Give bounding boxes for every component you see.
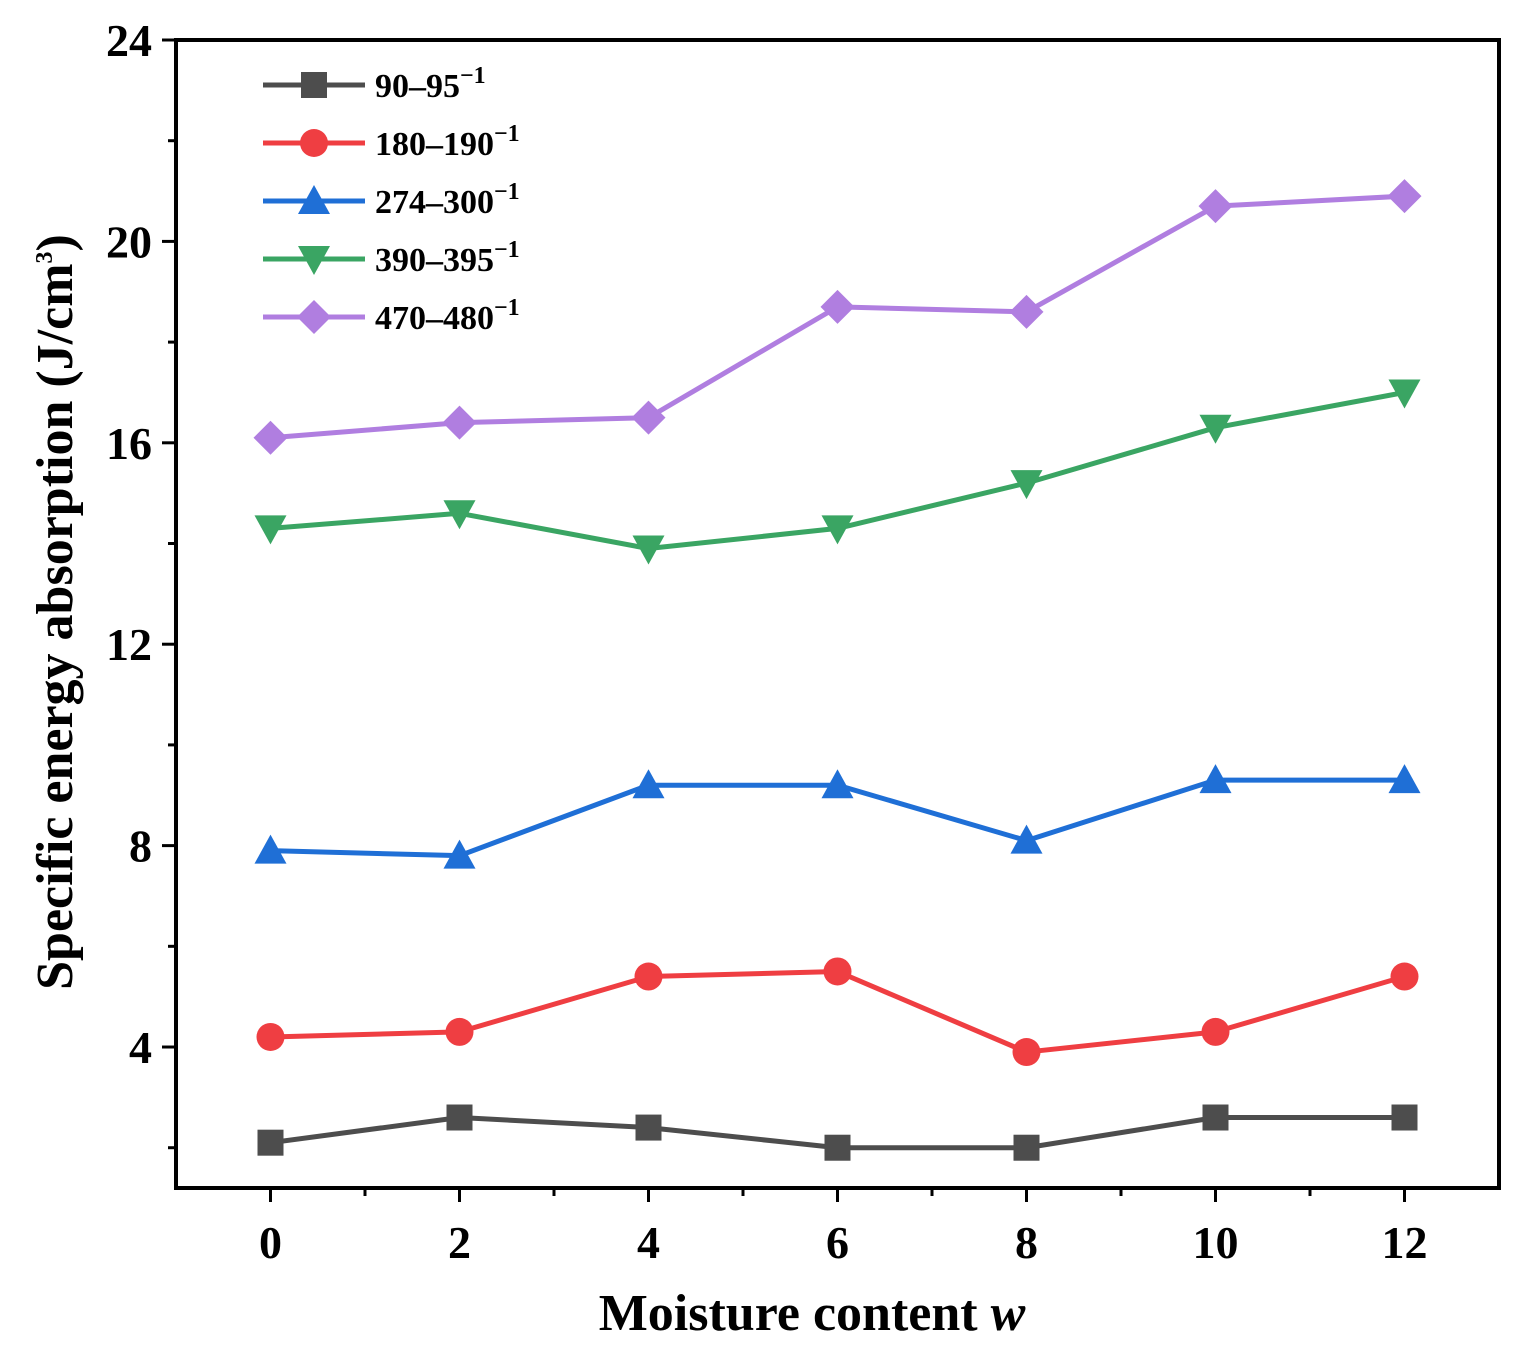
data-point xyxy=(257,1129,284,1156)
data-point xyxy=(253,420,288,455)
series-2 xyxy=(256,957,1419,1067)
data-point xyxy=(1013,1134,1040,1161)
data-point xyxy=(820,289,855,324)
data-point xyxy=(821,769,854,799)
legend-marker xyxy=(298,246,330,275)
legend-label: 180–190−1 xyxy=(375,121,520,163)
legend-label: 274–300−1 xyxy=(375,179,520,221)
data-point xyxy=(446,1104,473,1131)
legend-marker xyxy=(300,129,328,157)
data-point xyxy=(821,515,854,545)
legend-marker xyxy=(298,185,330,214)
data-point xyxy=(632,769,665,799)
data-point xyxy=(824,1134,851,1161)
data-point xyxy=(254,834,287,864)
y-tick-label: 20 xyxy=(106,216,152,267)
data-point xyxy=(1202,1104,1229,1131)
data-point xyxy=(1198,189,1233,224)
data-point xyxy=(254,515,287,545)
data-point xyxy=(1199,764,1232,794)
x-tick-label: 6 xyxy=(826,1217,849,1268)
legend: 90–95−1 180–190−1 274–300−1 390–395−1 470–48… xyxy=(263,63,520,337)
data-point xyxy=(1391,1104,1418,1131)
legend-item: 90–95−1 xyxy=(263,63,486,105)
data-point xyxy=(1388,764,1421,794)
data-point xyxy=(442,405,477,440)
data-point xyxy=(1009,294,1044,329)
legend-item: 470–480−1 xyxy=(263,295,520,337)
data-point xyxy=(1199,414,1232,444)
legend-marker xyxy=(297,300,331,334)
data-point xyxy=(634,962,663,991)
series-3 xyxy=(254,764,1421,869)
series-5 xyxy=(253,179,1422,455)
plot-frame xyxy=(174,38,1501,1190)
x-tick-label: 8 xyxy=(1015,1217,1038,1268)
y-axis-title: Specific energy absorption (J/cm3) xyxy=(27,234,84,990)
data-point xyxy=(1010,470,1043,500)
data-point xyxy=(256,1022,285,1051)
series-layer xyxy=(253,179,1422,1161)
legend-item: 274–300−1 xyxy=(263,179,520,221)
series-4 xyxy=(254,379,1421,565)
data-point xyxy=(443,500,476,530)
legend-item: 180–190−1 xyxy=(263,121,520,163)
data-point xyxy=(1388,379,1421,409)
y-tick-label: 12 xyxy=(106,619,152,670)
data-point xyxy=(632,535,665,565)
legend-label: 470–480−1 xyxy=(375,295,520,337)
data-point xyxy=(1012,1038,1041,1067)
legend-item: 390–395−1 xyxy=(263,237,520,279)
legend-marker xyxy=(301,72,327,98)
legend-label: 90–95−1 xyxy=(375,63,486,105)
data-point xyxy=(635,1114,662,1141)
data-point xyxy=(823,957,852,986)
data-point xyxy=(443,839,476,869)
data-point xyxy=(445,1017,474,1046)
legend-label: 390–395−1 xyxy=(375,237,520,279)
x-tick-label: 10 xyxy=(1193,1217,1239,1268)
series-1 xyxy=(257,1104,1418,1161)
x-axis-title: Moisture content w xyxy=(599,1285,1026,1342)
data-point xyxy=(1201,1017,1230,1046)
data-point xyxy=(1390,962,1419,991)
x-tick-label: 12 xyxy=(1382,1217,1428,1268)
data-point xyxy=(631,400,666,435)
data-point xyxy=(1010,824,1043,854)
y-tick-label: 4 xyxy=(129,1022,152,1073)
x-tick-label: 0 xyxy=(259,1217,282,1268)
y-tick-label: 24 xyxy=(106,15,152,66)
x-tick-label: 2 xyxy=(448,1217,471,1268)
data-point xyxy=(1387,179,1422,214)
y-tick-label: 8 xyxy=(129,821,152,872)
x-tick-label: 4 xyxy=(637,1217,660,1268)
y-tick-label: 16 xyxy=(106,418,152,469)
